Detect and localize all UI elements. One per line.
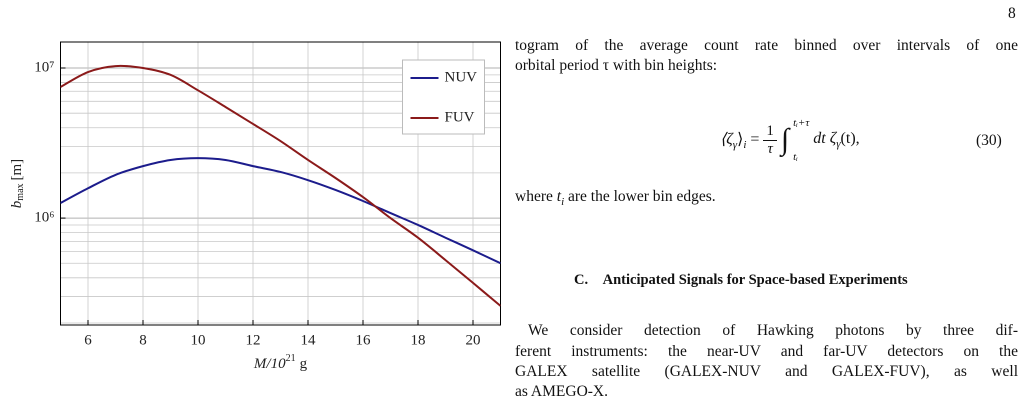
equation-number: (30) — [976, 132, 1002, 149]
eq-denominator: τ — [767, 140, 773, 157]
series-line — [60, 64, 501, 307]
x-tick-label: 8 — [139, 332, 147, 348]
eq-lower: tᵢ — [793, 151, 798, 163]
text: where — [515, 188, 557, 205]
chart: 10⁶ 10⁷ 6 8 10 12 14 16 18 20 bmax [m] M/1021 g NUV FUV — [9, 41, 501, 372]
x-tick-label: 14 — [301, 332, 317, 348]
legend-box — [402, 59, 485, 135]
y-tick-label: 10⁷ — [34, 59, 54, 75]
y-label-main: b — [9, 200, 25, 208]
x-tick-label: 18 — [411, 332, 426, 348]
heading-title: Anticipated Signals for Space-based Expe… — [602, 272, 908, 288]
text-line: We consider detection of Hawking photons… — [528, 322, 1018, 339]
x-tick-label: 12 — [246, 332, 261, 348]
eq-part: dt ζγ(t), — [813, 130, 859, 150]
eq-sub: i — [743, 139, 747, 152]
eq-lhs: ⟨ζ — [720, 130, 733, 148]
text: t — [556, 188, 562, 205]
y-tick-label: 10⁶ — [34, 210, 54, 226]
text-line: orbital period τ with bin heights: — [515, 57, 718, 74]
y-label-sub: max — [15, 183, 26, 200]
x-tick-label: 10 — [191, 332, 206, 348]
y-axis-label: bmax [m] — [9, 159, 26, 208]
page-number: 8 — [1008, 5, 1016, 22]
eq-end: (t), — [840, 129, 860, 147]
eq-limits: tᵢ+τ tᵢ — [793, 117, 809, 163]
eq-equals: = — [750, 131, 760, 148]
text: i — [561, 196, 565, 209]
legend-label: FUV — [445, 109, 475, 125]
text-line: as AMEGO-X. — [515, 383, 608, 400]
series-line — [60, 157, 501, 265]
x-label-sup: 21 — [286, 353, 296, 364]
legend-label: NUV — [445, 69, 478, 85]
x-label-main: M/10 — [253, 356, 286, 372]
heading-number: C. — [574, 272, 589, 288]
section-heading: C. Anticipated Signals for Space-based E… — [574, 270, 908, 290]
eq-sub: γ — [836, 138, 841, 151]
x-tick-label: 20 — [466, 332, 481, 348]
text-line: where ti are the lower bin edges. — [515, 187, 716, 212]
eq-numerator: 1 — [763, 123, 777, 141]
eq-sub: γ — [732, 139, 738, 152]
eq-upper: tᵢ+τ — [793, 117, 810, 129]
eq-integral: ∫ — [780, 123, 790, 156]
text-line: GALEX satellite (GALEX-NUV and GALEX-FUV… — [515, 363, 1018, 380]
x-tick-label: 16 — [356, 332, 372, 348]
eq-close: ⟩ — [737, 130, 744, 148]
x-label-unit: g — [300, 356, 308, 372]
x-axis-label: M/1021 g — [253, 353, 308, 372]
text: are the lower bin edges. — [564, 188, 716, 205]
eq-integrand: dt ζ — [813, 129, 837, 147]
eq-part: ⟨ζγ⟩i — [720, 129, 746, 151]
text-line: ferent instruments: the near-UV and far-… — [515, 343, 1018, 360]
y-label-unit: [m] — [9, 159, 25, 181]
text-line: togram of the average count rate binned … — [515, 37, 1018, 54]
x-tick-label: 6 — [84, 332, 92, 348]
plot-frame — [60, 41, 501, 326]
